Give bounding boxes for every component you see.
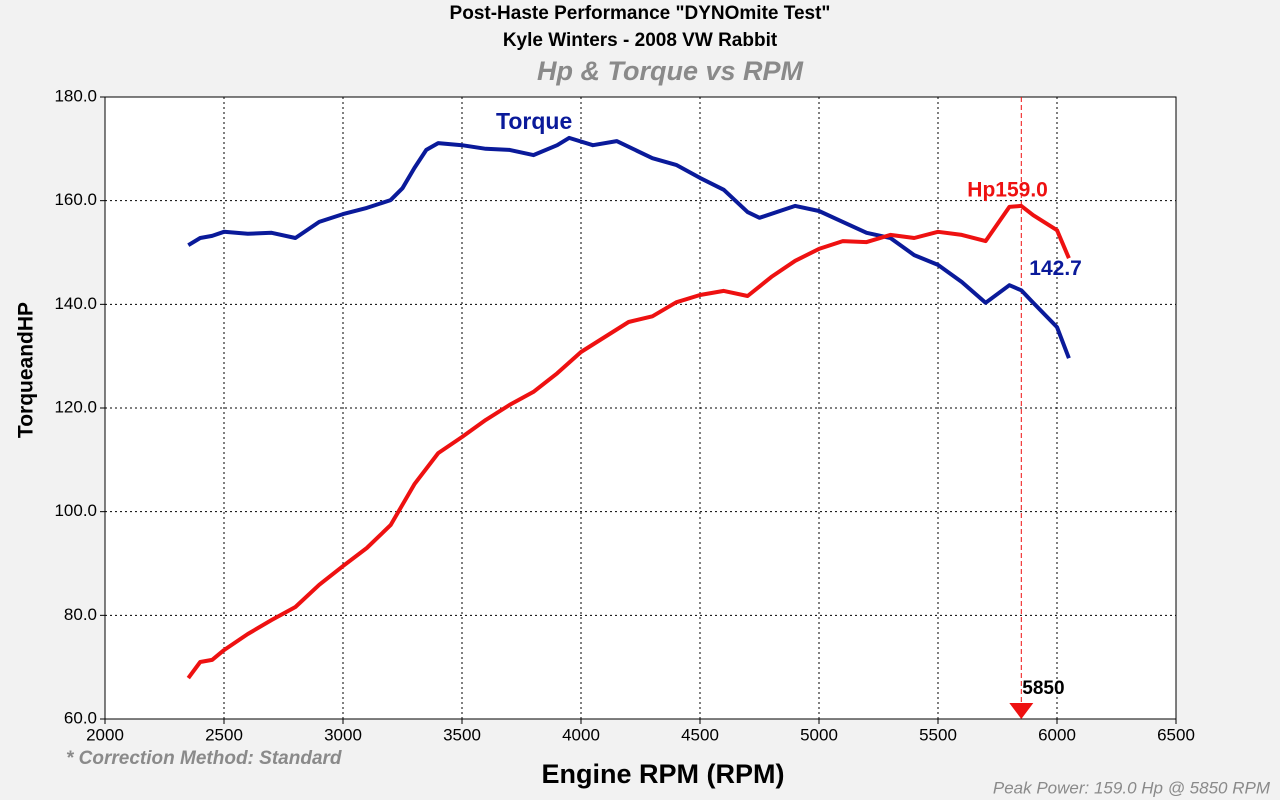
peak-footer: Peak Power: 159.0 Hp @ 5850 RPM [993,778,1271,797]
x-tick-label: 2000 [86,725,124,744]
chart-subtitle: Kyle Winters - 2008 VW Rabbit [503,30,778,51]
y-tick-label: 80.0 [64,605,97,624]
plot-frame [104,96,1177,720]
x-tick-label: 2500 [205,725,243,744]
series-label: Hp [967,178,995,201]
peak-marker [1009,703,1034,719]
y-tick-label: 120.0 [54,397,97,416]
y-axis-label: TorqueandHP [15,302,38,438]
y-tick-label: 160.0 [54,190,97,209]
y-tick-label: 100.0 [54,501,97,520]
chart-title: Post-Haste Performance "DYNOmite Test" [450,3,831,24]
x-tick-label: 5000 [800,725,838,744]
y-tick-label: 60.0 [64,708,97,727]
correction-note: * Correction Method: Standard [66,748,342,769]
series-line [187,135,1071,359]
y-tick-label: 180.0 [54,86,97,105]
peak-marker-label: 5850 [1022,678,1064,699]
y-tick-label: 140.0 [54,294,97,313]
x-tick-label: 3500 [443,725,481,744]
series-line [186,203,1071,680]
series-label: Torque [496,108,572,134]
x-tick-label: 4500 [681,725,719,744]
plot-title: Hp & Torque vs RPM [537,56,804,86]
value-label: 142.7 [1029,257,1082,280]
x-tick-label: 3000 [324,725,362,744]
x-tick-label: 6000 [1038,725,1076,744]
value-label: 159.0 [995,178,1048,201]
x-tick-label: 4000 [562,725,600,744]
x-tick-label: 6500 [1157,725,1195,744]
x-tick-label: 5500 [919,725,957,744]
x-axis-label: Engine RPM (RPM) [542,759,785,789]
